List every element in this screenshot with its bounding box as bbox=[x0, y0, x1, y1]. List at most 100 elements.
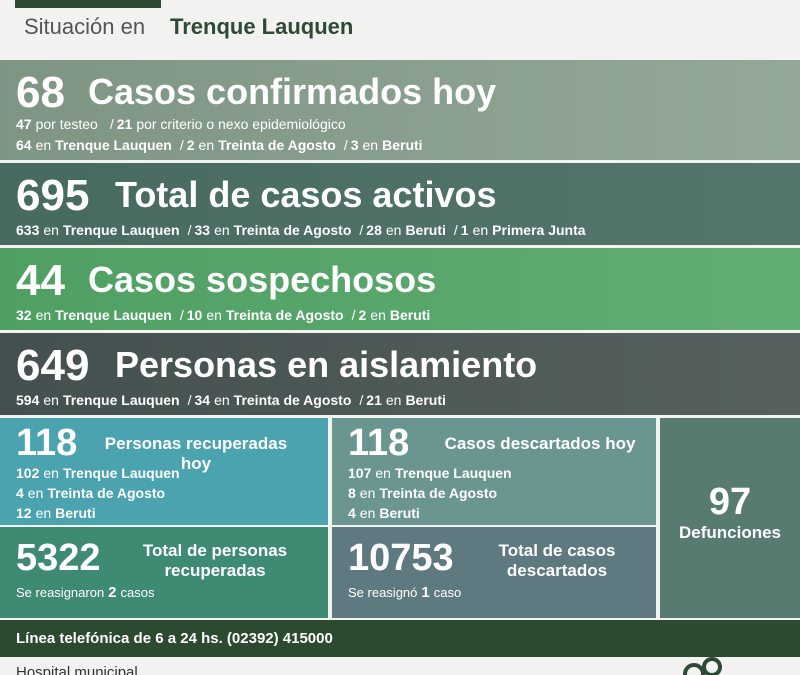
box-line: 107 en Trenque Lauquen bbox=[348, 465, 512, 481]
recovered-total: 5322 Total de personas recuperadas Se reas… bbox=[0, 527, 328, 618]
word: en bbox=[359, 485, 376, 501]
note-text: Se reasignaron bbox=[16, 585, 105, 600]
panel-number: 44 bbox=[16, 256, 65, 305]
box-number: 97 bbox=[708, 481, 752, 523]
separator: / bbox=[359, 392, 364, 408]
box-title: Personas recuperadas hoy bbox=[104, 434, 288, 473]
word: en bbox=[43, 222, 59, 238]
panel-number: 695 bbox=[16, 171, 90, 220]
word: en bbox=[214, 222, 230, 238]
separator: / bbox=[359, 222, 364, 238]
panel: 649 Personas en aislamiento 594 en Trenque L… bbox=[0, 333, 800, 415]
panel-line: 47 por testeo /21 por criterio o nexo epide… bbox=[16, 116, 350, 132]
box-title: Casos descartados hoy bbox=[444, 434, 636, 453]
panel-title: Personas en aislamiento bbox=[115, 344, 538, 385]
separator: / bbox=[187, 222, 192, 238]
place: Beruti bbox=[389, 307, 431, 323]
word: en bbox=[43, 465, 59, 481]
place: Beruti bbox=[55, 505, 96, 521]
count: 107 bbox=[348, 465, 372, 481]
separator: / bbox=[179, 137, 184, 153]
word: en bbox=[385, 392, 402, 408]
place: Trenque Lauquen bbox=[62, 465, 180, 481]
place: Treinta de Agosto bbox=[233, 222, 352, 238]
word: en bbox=[214, 392, 230, 408]
box-number: 118 bbox=[348, 422, 410, 464]
panel-title: Total de casos activos bbox=[115, 174, 497, 215]
box-number: 10753 bbox=[348, 537, 454, 579]
note-unit: caso bbox=[433, 585, 462, 600]
panel: 68 Casos confirmados hoy 47 por testeo/21 po… bbox=[0, 60, 800, 160]
separator: / bbox=[343, 137, 348, 153]
word: en bbox=[35, 137, 52, 153]
box-line: 12 en Beruti bbox=[16, 505, 96, 521]
note-text: Se reasignó bbox=[348, 585, 418, 600]
discarded-today: 118 Casos descartados hoy 107 en Trenque Lau… bbox=[332, 418, 656, 525]
count: 21 bbox=[366, 392, 382, 408]
panel: 44 Casos sospechosos 32 en Trenque Lauquen/1… bbox=[0, 248, 800, 330]
place: Trenque Lauquen bbox=[394, 465, 512, 481]
count: 594 bbox=[16, 392, 40, 408]
box-title: Defunciones bbox=[678, 523, 782, 542]
place: Treinta de Agosto bbox=[218, 137, 336, 153]
count: 4 bbox=[348, 505, 356, 521]
bottom-text: Hospital municipal bbox=[16, 664, 138, 675]
header-bar bbox=[15, 0, 161, 8]
place: Primera Junta bbox=[492, 222, 586, 238]
box-title: Total de casos descartados bbox=[498, 541, 616, 580]
box-number: 5322 bbox=[16, 537, 101, 579]
panel-line: 64 en Trenque Lauquen/2 en Treinta de Agosto… bbox=[16, 137, 423, 153]
count: 8 bbox=[348, 485, 356, 501]
panel-number: 68 bbox=[16, 68, 65, 117]
count: 28 bbox=[366, 222, 382, 238]
note-count: 2 bbox=[108, 584, 117, 601]
word: en bbox=[206, 307, 222, 323]
separator: / bbox=[187, 392, 192, 408]
count: 633 bbox=[16, 222, 40, 238]
place: Beruti bbox=[405, 392, 446, 408]
header-prefix: Situación en bbox=[24, 14, 146, 39]
word: en bbox=[27, 485, 44, 501]
box-note: Se reasignaron 2 casos bbox=[16, 584, 154, 601]
box-line: 102 en Trenque Lauquen bbox=[16, 465, 180, 481]
word: en bbox=[362, 137, 379, 153]
recovered-today: 118 Personas recuperadas hoy 102 en Trenque … bbox=[0, 418, 328, 525]
word: en bbox=[359, 505, 376, 521]
panel-line: 594 en Trenque Lauquen/34 en Treinta de Agos… bbox=[16, 392, 446, 408]
footer-bar: Línea telefónica de 6 a 24 hs. (02392) 4… bbox=[0, 620, 800, 657]
count: 1 bbox=[460, 222, 469, 238]
place: Beruti bbox=[405, 222, 446, 238]
word: en bbox=[198, 137, 215, 153]
panel-line: 633 en Trenque Lauquen/33 en Treinta de Agos… bbox=[16, 222, 586, 238]
word: en bbox=[370, 307, 386, 323]
text: por criterio o nexo epidemiológico bbox=[136, 116, 346, 132]
panel-title: Casos sospechosos bbox=[88, 259, 437, 300]
count: 32 bbox=[16, 307, 32, 323]
count: 34 bbox=[194, 392, 211, 408]
discarded-total: 10753 Total de casos descartados Se reasig… bbox=[332, 527, 656, 618]
separator: / bbox=[179, 307, 184, 323]
count: 2 bbox=[186, 137, 195, 153]
word: en bbox=[43, 392, 59, 408]
place: Trenque Lauquen bbox=[55, 307, 172, 323]
count: 33 bbox=[194, 222, 211, 238]
place: Beruti bbox=[382, 137, 423, 153]
note-count: 1 bbox=[421, 584, 430, 601]
place: Treinta de Agosto bbox=[225, 307, 344, 323]
count: 21 bbox=[116, 116, 133, 132]
word: en bbox=[472, 222, 489, 238]
box-line: 8 en Treinta de Agosto bbox=[348, 485, 497, 501]
deaths: 97 Defunciones bbox=[660, 418, 800, 618]
separator: / bbox=[351, 307, 356, 323]
count: 47 bbox=[16, 116, 32, 132]
place: Treinta de Agosto bbox=[47, 485, 166, 501]
place: Trenque Lauquen bbox=[62, 222, 180, 238]
header-place: Trenque Lauquen bbox=[170, 14, 354, 39]
place: Trenque Lauquen bbox=[62, 392, 180, 408]
panel-title: Casos confirmados hoy bbox=[88, 71, 497, 112]
place: Treinta de Agosto bbox=[379, 485, 498, 501]
place: Beruti bbox=[379, 505, 420, 521]
panel: 695 Total de casos activos 633 en Trenque La… bbox=[0, 163, 800, 245]
box-line: 4 en Beruti bbox=[348, 505, 420, 521]
